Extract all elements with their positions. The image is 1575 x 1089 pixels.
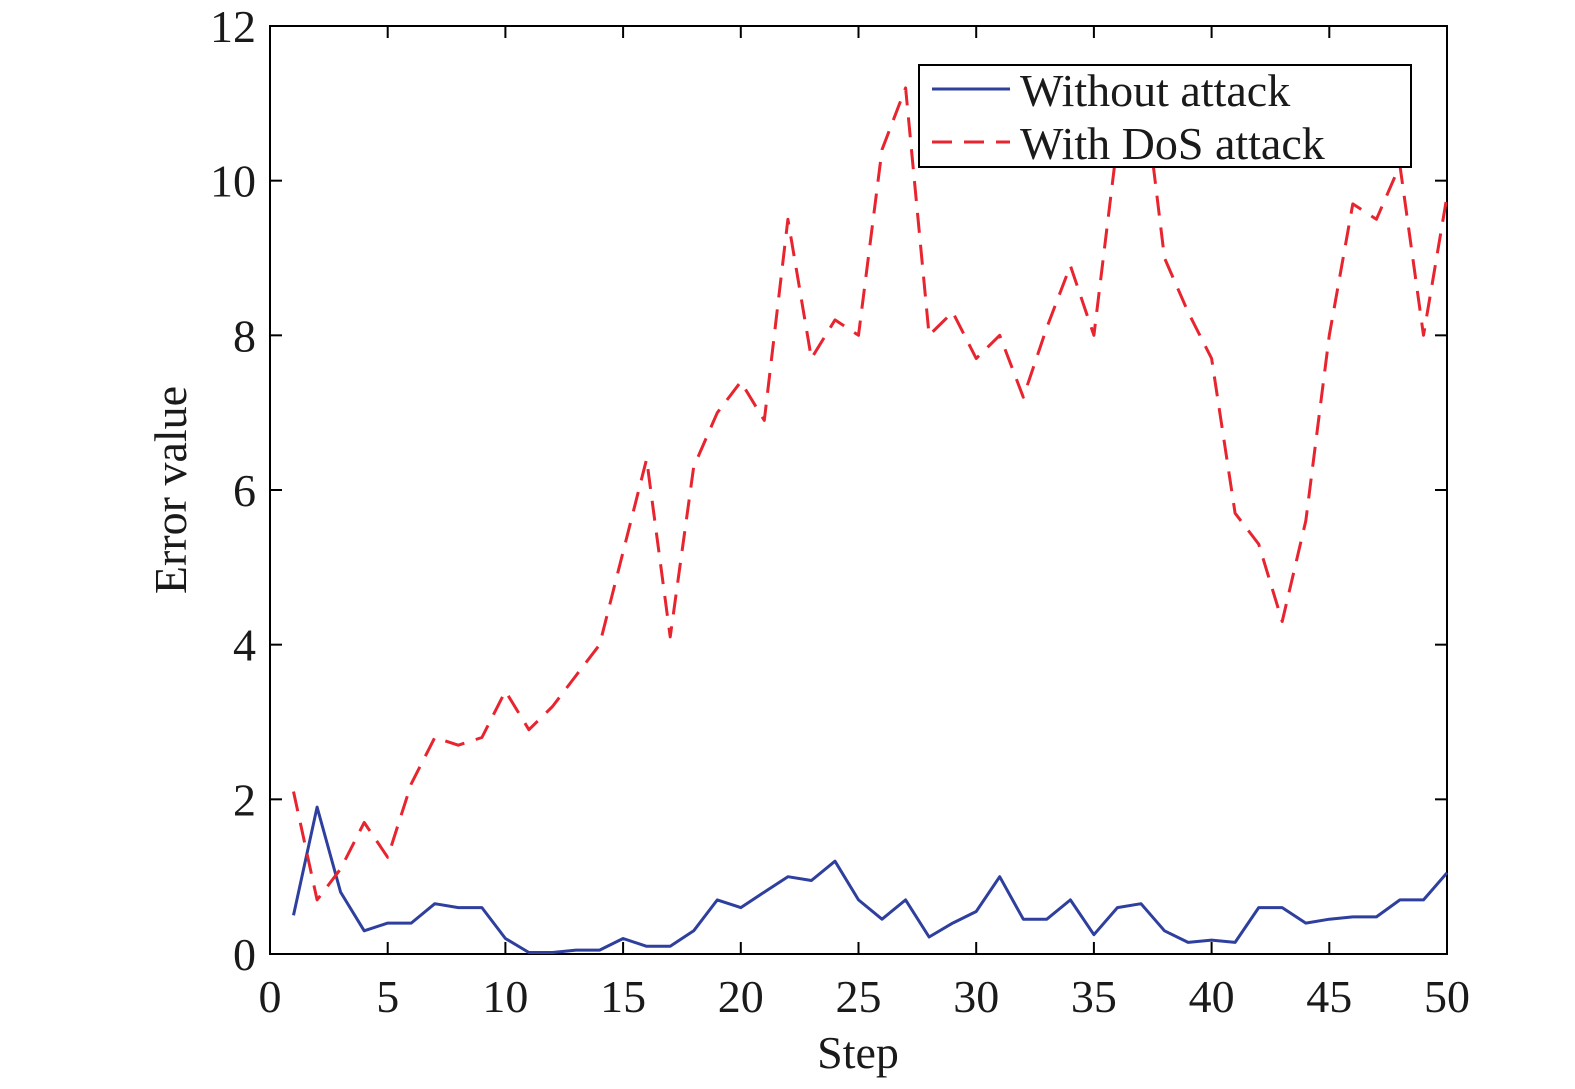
- x-tick-label: 10: [482, 971, 528, 1022]
- y-tick-label: 12: [210, 1, 256, 52]
- axis-ticks: 0 5 10 15 20 25 30 35 40 45 50 0 2 4 6 8 10 12: [210, 1, 1470, 1022]
- x-tick-label: 30: [953, 971, 999, 1022]
- x-tick-label: 40: [1189, 971, 1235, 1022]
- x-tick-label: 35: [1071, 971, 1117, 1022]
- y-tick-label: 8: [233, 310, 256, 361]
- legend-box: [918, 64, 1412, 168]
- x-tick-label: 25: [836, 971, 882, 1022]
- y-tick-label: 4: [233, 620, 256, 671]
- y-tick-label: 0: [233, 929, 256, 980]
- legend-label-without-attack: Without attack: [1020, 65, 1290, 116]
- x-tick-label: 0: [259, 971, 282, 1022]
- y-tick-label: 2: [233, 774, 256, 825]
- series-layer: [292, 63, 1449, 954]
- legend-label-with-dos-attack: With DoS attack: [1020, 118, 1325, 169]
- y-tick-label: 10: [210, 156, 256, 207]
- series-line-without-attack: [292, 805, 1449, 954]
- y-axis-title: Error value: [145, 386, 196, 594]
- x-tick-label: 50: [1424, 971, 1470, 1022]
- series-line-with-dos-attack: [292, 63, 1449, 902]
- legend: Without attack With DoS attack: [918, 64, 1412, 169]
- x-tick-label: 15: [600, 971, 646, 1022]
- x-tick-label: 5: [376, 971, 399, 1022]
- x-tick-label: 45: [1306, 971, 1352, 1022]
- x-axis-title: Step: [817, 1027, 899, 1078]
- x-tick-label: 20: [718, 971, 764, 1022]
- y-tick-label: 6: [233, 465, 256, 516]
